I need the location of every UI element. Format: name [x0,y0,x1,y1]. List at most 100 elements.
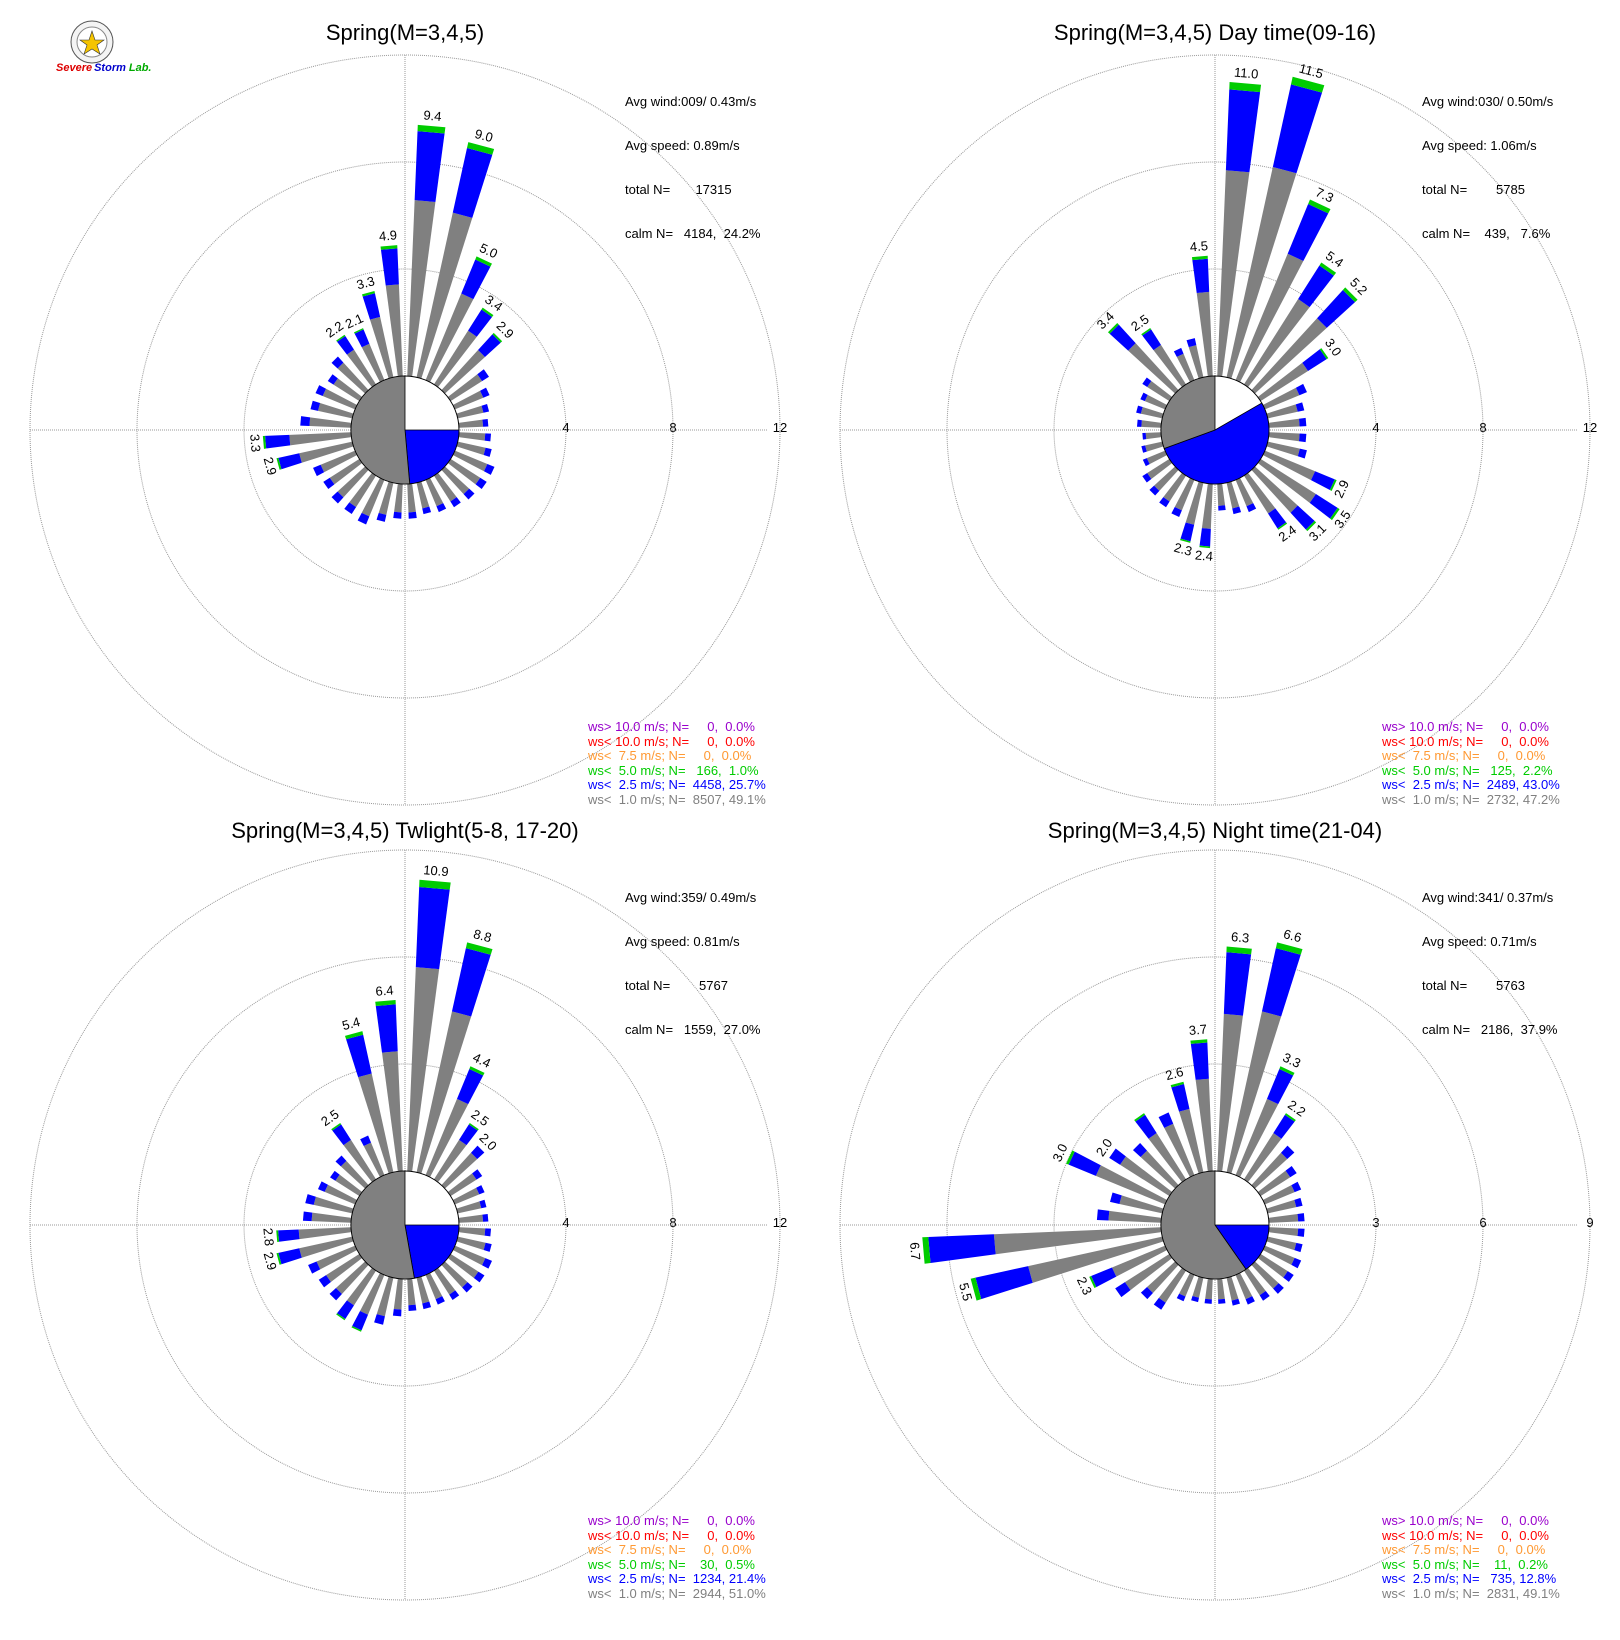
bar-segment-lt2_5 [415,887,450,970]
logo-text-storm: Storm [94,62,126,74]
bar-segment-lt1 [309,417,352,428]
bar-value-label: 2.4 [1194,547,1213,564]
direction-bar [1217,946,1252,1172]
bar-segment-lt1 [1243,1267,1266,1296]
stat-avg-wind: Avg wind:009/ 0.43m/s [625,94,757,110]
bar-segment-lt2_5 [1192,258,1210,293]
direction-bar [1107,322,1179,394]
bar-segment-lt1 [324,1184,358,1205]
bar-segment-lt2_5 [1223,952,1252,1016]
bar-segment-lt2_5 [483,463,495,475]
bar-segment-lt5 [1199,545,1211,549]
direction-bar [1176,1272,1195,1302]
direction-bar [313,450,358,477]
bar-segment-lt1 [298,1227,352,1240]
bar-segment-lt1 [335,1261,369,1295]
bar-segment-lt5 [1308,199,1331,214]
direction-bar [1191,1276,1204,1303]
ring-label: 9 [1586,1215,1593,1230]
bar-segment-lt2_5 [300,416,311,426]
bar-segment-lt2_5 [1142,329,1161,351]
bar-segment-lt1 [1124,1253,1173,1291]
bar-segment-lt1 [316,1245,358,1270]
bar-segment-lt1 [1251,1261,1279,1289]
legend-entry: ws< 10.0 m/s; N= 0, 0.0% [588,1527,755,1543]
bar-segment-lt2_5 [376,512,387,522]
bar-segment-lt1 [416,1011,472,1174]
bar-segment-lt1 [361,477,385,517]
bar-segment-lt2_5 [1291,1257,1302,1269]
bar-segment-lt2_5 [1110,1192,1122,1204]
bar-segment-lt2_5 [1109,324,1136,351]
bar-segment-lt2_5 [473,1271,485,1283]
legend-entry: ws< 1.0 m/s; N= 2732, 47.2% [1382,791,1560,807]
bar-segment-lt1 [1195,1078,1213,1172]
bar-segment-lt2_5 [1272,84,1323,174]
bar-segment-lt1 [456,441,486,455]
bar-segment-lt1 [320,450,358,473]
bar-value-label: 4.9 [378,227,397,244]
bar-segment-lt1 [333,378,363,402]
bar-segment-lt1 [1257,1253,1288,1278]
bar-segment-lt2_5 [302,1211,313,1222]
stat-total-n: total N= 5785 [1422,181,1525,197]
bar-segment-lt1 [1158,1267,1187,1303]
bar-segment-lt5 [1170,1081,1184,1088]
legend-entry: ws< 1.0 m/s; N= 2944, 51.0% [588,1585,766,1601]
direction-bar [458,1227,492,1237]
bar-segment-lt2_5 [1225,89,1261,173]
bar-value-label: 4.5 [1189,238,1208,255]
bar-segment-lt1 [1179,1108,1204,1174]
bar-segment-lt1 [322,388,358,410]
bar-segment-lt1 [299,1236,354,1258]
chart-title: Spring(M=3,4,5) Night time(21-04) [1047,818,1383,843]
bar-segment-lt1 [1226,166,1297,379]
bar-segment-lt1 [425,1272,443,1300]
direction-bar [441,332,503,394]
bar-segment-lt1 [1268,432,1300,442]
bar-segment-lt1 [1205,1278,1213,1300]
bar-segment-lt2_5 [313,464,325,477]
bar-segment-lt2_5 [1159,497,1170,508]
bar-segment-lt2_5 [408,511,417,519]
bar-segment-lt1 [1217,1013,1243,1172]
bar-value-label: 2.9 [261,1250,280,1271]
bar-segment-lt2_5 [374,1314,385,1325]
stats-block: Avg wind:359/ 0.49m/s Avg speed: 0.81m/s… [625,862,761,1066]
stat-total-n: total N= 5767 [625,977,728,993]
bar-value-label: 2.6 [1164,1064,1185,1083]
stats-block: Avg wind:009/ 0.43m/s Avg speed: 0.89m/s… [625,66,761,270]
windrose-chart: 4 8 129.49.05.03.42.92.93.32.22.13.34.9 [29,54,787,806]
direction-bar [407,1278,417,1312]
bar-segment-lt2_5 [462,1282,473,1293]
direction-bar [327,374,363,402]
direction-bar [456,441,492,457]
bar-segment-lt5 [1191,255,1208,261]
bar-segment-lt2_5 [1309,494,1338,519]
bar-segment-lt2_5 [352,1311,369,1331]
direction-bar [1268,417,1307,428]
bar-segment-lt1 [394,483,403,513]
direction-bar [1109,1148,1173,1197]
windrose-panel-nighttime: 3 6 9 6.3 6.6 3.3 2.2 2.3 5.5 6.7 3.0 2.0 2.6 3.7 Spr… [810,810,1620,1630]
direction-bar [276,1236,354,1265]
bar-segment-lt2_5 [323,477,335,490]
direction-bar [1096,1209,1162,1223]
bar-value-label: 2.9 [1331,478,1352,501]
direction-bar [433,1122,479,1183]
direction-bar [360,1135,385,1178]
windrose-panel-daytime: 4 8 12 11.0 11.5 7.3 5.4 5.2 3.0 2.9 3.5 3.1 2.4 2.4 2… [810,0,1620,820]
stat-total-n: total N= 5763 [1422,977,1525,993]
bar-segment-lt2_5 [1096,1209,1110,1221]
legend-entry: ws< 5.0 m/s; N= 125, 2.2% [1382,762,1553,778]
bar-segment-lt1 [1251,466,1298,513]
bar-segment-lt1 [1257,362,1309,402]
bar-segment-lt5 [344,1031,364,1040]
direction-bar [344,1031,394,1174]
bar-segment-lt1 [1226,1011,1282,1174]
bar-segment-lt2_5 [1171,507,1182,518]
direction-bar [407,879,451,1172]
bar-segment-lt1 [1141,420,1162,428]
bar-value-label: 7.3 [1313,184,1336,205]
ring-label: 4 [562,1215,569,1230]
